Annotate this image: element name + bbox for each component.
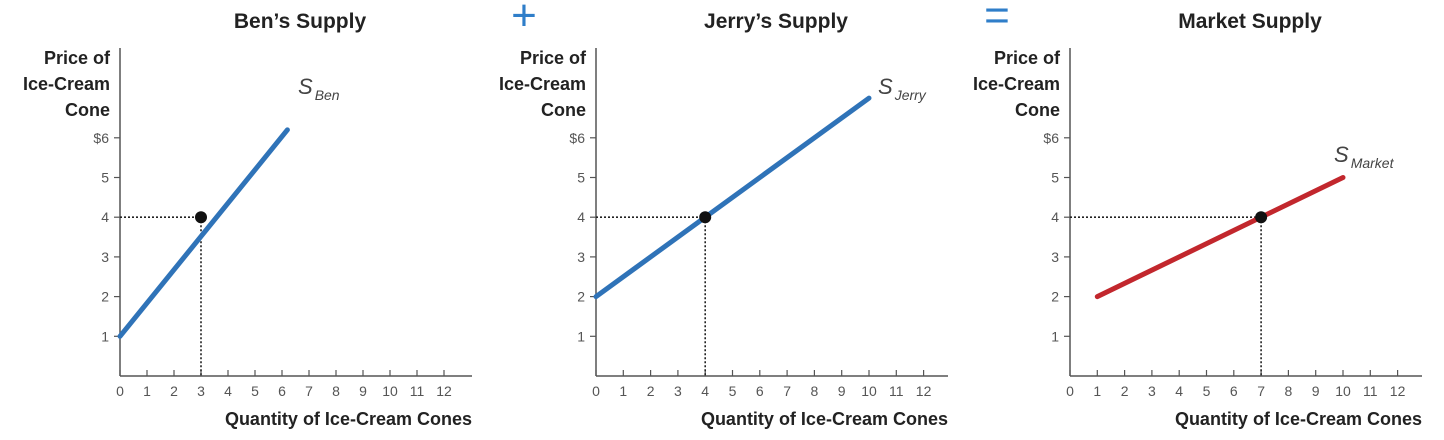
x-tick-label: 3 (674, 383, 682, 399)
y-tick-label: 1 (101, 328, 109, 344)
x-tick-label: 5 (251, 383, 259, 399)
x-tick-label: 8 (1285, 383, 1293, 399)
x-tick-label: 10 (382, 383, 398, 399)
x-tick-label: 2 (170, 383, 178, 399)
x-tick-label: 11 (889, 383, 904, 399)
x-tick-label: 9 (838, 383, 846, 399)
x-tick-label: 8 (811, 383, 819, 399)
y-axis-label: Ice-Cream (973, 74, 1060, 94)
x-tick-label: 0 (1066, 383, 1074, 399)
supply-curve-label: S Market (1334, 142, 1395, 171)
y-tick-label: 2 (1051, 289, 1059, 305)
x-tick-label: 9 (359, 383, 367, 399)
x-tick-label: 11 (1363, 383, 1378, 399)
x-tick-label: 11 (410, 383, 425, 399)
y-axis-label: Cone (541, 100, 586, 120)
x-tick-label: 7 (783, 383, 791, 399)
x-tick-label: 8 (332, 383, 340, 399)
x-tick-label: 1 (143, 383, 151, 399)
y-axis-label: Price of (994, 48, 1061, 68)
chart-title: Ben’s Supply (234, 10, 367, 33)
y-tick-label: 4 (101, 209, 109, 225)
y-tick-label: 3 (101, 249, 109, 265)
y-axis-label: Cone (1015, 100, 1060, 120)
y-tick-label: 5 (1051, 170, 1059, 186)
x-tick-label: 12 (436, 383, 452, 399)
x-tick-label: 1 (619, 383, 627, 399)
x-tick-label: 2 (647, 383, 655, 399)
x-tick-label: 5 (729, 383, 737, 399)
x-axis-label: Quantity of Ice-Cream Cones (1175, 409, 1422, 429)
x-tick-label: 12 (1390, 383, 1406, 399)
y-tick-label: 3 (577, 249, 585, 265)
y-axis-label: Price of (520, 48, 587, 68)
x-tick-label: 4 (701, 383, 709, 399)
supply-curve-market (1094, 175, 1346, 300)
x-tick-label: 6 (756, 383, 764, 399)
chart-title: Jerry’s Supply (704, 10, 848, 33)
y-tick-label: 1 (1051, 328, 1059, 344)
equilibrium-point (699, 211, 712, 224)
equilibrium-point (1255, 211, 1268, 224)
y-axis-label: Cone (65, 100, 110, 120)
x-tick-label: 6 (1230, 383, 1238, 399)
y-tick-label: 4 (577, 209, 585, 225)
x-tick-label: 10 (1335, 383, 1351, 399)
y-tick-label: 2 (577, 289, 585, 305)
x-tick-label: 4 (1175, 383, 1183, 399)
plus-operator: + (511, 0, 537, 40)
equals-operator: = (984, 0, 1010, 40)
x-axis-label: Quantity of Ice-Cream Cones (701, 409, 948, 429)
x-tick-label: 12 (916, 383, 932, 399)
x-tick-label: 4 (224, 383, 232, 399)
x-tick-label: 7 (1257, 383, 1265, 399)
supply-curve-label: S Jerry (878, 74, 927, 103)
x-tick-label: 1 (1093, 383, 1101, 399)
x-tick-label: 7 (305, 383, 313, 399)
x-tick-label: 0 (116, 383, 124, 399)
y-tick-label: $6 (569, 130, 585, 146)
x-tick-label: 0 (592, 383, 600, 399)
y-axis-label: Price of (44, 48, 111, 68)
x-tick-label: 9 (1312, 383, 1320, 399)
supply-curve-jerry (593, 95, 872, 300)
y-tick-label: 5 (101, 170, 109, 186)
supply-curve-ben (117, 127, 290, 339)
x-tick-label: 6 (278, 383, 286, 399)
x-axis-label: Quantity of Ice-Cream Cones (225, 409, 472, 429)
chart-title: Market Supply (1178, 10, 1322, 33)
y-axis-label: Ice-Cream (499, 74, 586, 94)
y-tick-label: 1 (577, 328, 585, 344)
y-tick-label: 2 (101, 289, 109, 305)
x-tick-label: 5 (1203, 383, 1211, 399)
x-tick-label: 3 (197, 383, 205, 399)
equilibrium-point (195, 211, 207, 224)
x-tick-label: 3 (1148, 383, 1156, 399)
y-axis-label: Ice-Cream (23, 74, 110, 94)
supply-curve-label: S Ben (298, 74, 340, 103)
x-tick-label: 2 (1121, 383, 1129, 399)
y-tick-label: 4 (1051, 209, 1059, 225)
x-tick-label: 10 (861, 383, 877, 399)
y-tick-label: 5 (577, 170, 585, 186)
y-tick-label: $6 (93, 130, 109, 146)
y-tick-label: $6 (1043, 130, 1059, 146)
y-tick-label: 3 (1051, 249, 1059, 265)
